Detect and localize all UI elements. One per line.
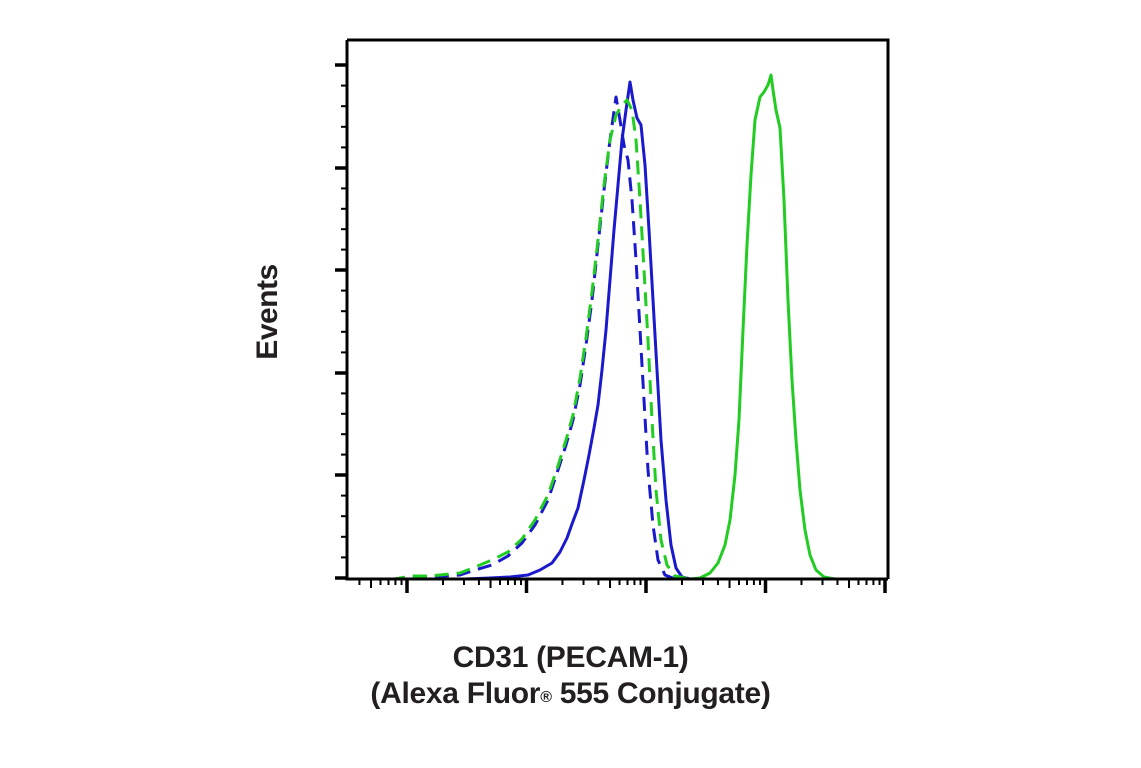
x-axis-label-line1: CD31 (PECAM-1)	[452, 641, 689, 674]
data-series	[347, 73, 888, 581]
series-dashed-green	[347, 98, 888, 581]
series-solid-green	[347, 73, 888, 581]
x-axis-label: CD31 (PECAM-1) (Alexa Fluor® 555 Conjuga…	[0, 640, 1141, 712]
x-axis-label-line2: (Alexa Fluor® 555 Conjugate)	[370, 677, 771, 710]
registered-mark: ®	[540, 689, 552, 706]
series-dashed-blue	[347, 95, 888, 581]
y-axis-label: Events	[251, 264, 284, 360]
plot-axes	[335, 38, 890, 593]
series-solid-blue	[347, 80, 888, 581]
plot-frame	[345, 38, 890, 581]
